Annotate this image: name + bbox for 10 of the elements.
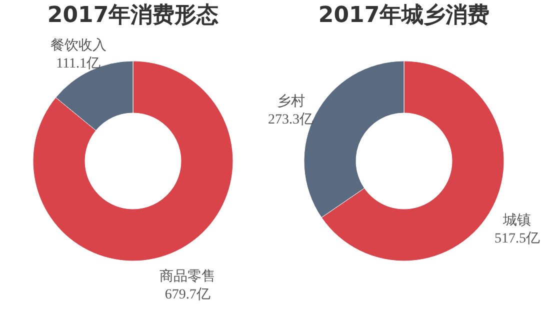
data-label: 111.1亿 [56, 55, 101, 72]
slice-label: 乡村 [276, 93, 305, 110]
slice-label: 城镇 [502, 212, 532, 229]
slice-label: 餐饮收入 [50, 37, 106, 54]
chart-title: 2017年消费形态 [47, 3, 219, 28]
data-label: 273.3亿 [268, 111, 314, 128]
slice-label: 商品零售 [160, 268, 216, 285]
chart-title: 2017年城乡消费 [318, 3, 490, 28]
data-label: 517.5亿 [494, 230, 540, 247]
data-label: 679.7亿 [164, 286, 210, 303]
